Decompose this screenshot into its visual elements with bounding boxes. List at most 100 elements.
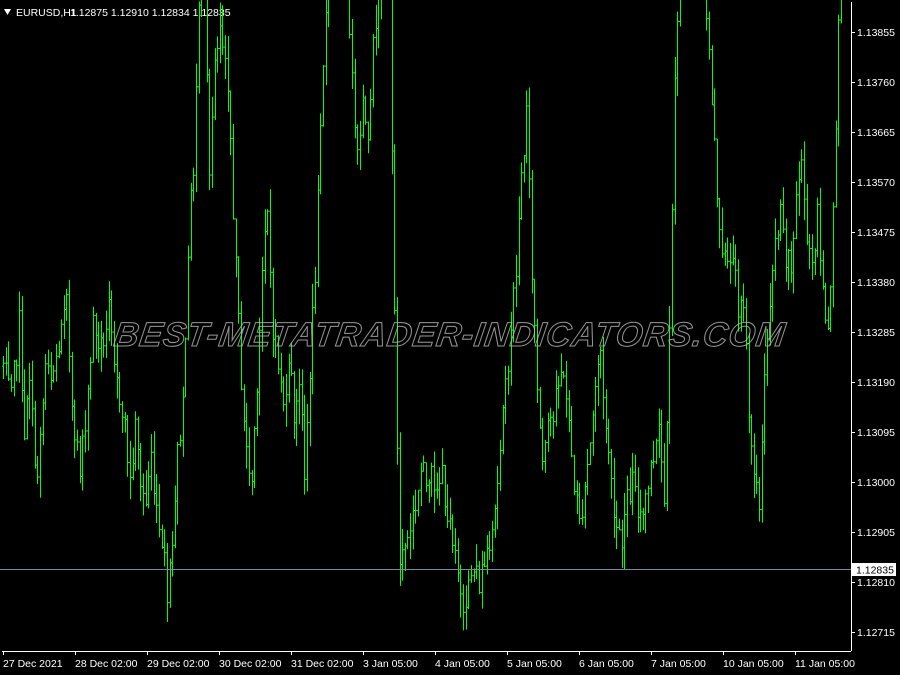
ohlc-bar bbox=[245, 402, 248, 469]
ohlc-bar bbox=[110, 290, 113, 346]
ohlc-bar bbox=[475, 544, 478, 580]
ohlc-bar bbox=[792, 231, 795, 294]
price-axis[interactable]: 1.13855 1.13760 1.13665 1.13570 1.13475 1.133… bbox=[851, 27, 895, 639]
ohlc-bar bbox=[224, 35, 227, 80]
y-tick-label: 1.12905 bbox=[857, 527, 895, 539]
ohlc-bar bbox=[734, 244, 737, 287]
ohlc-bar bbox=[81, 429, 84, 491]
ohlc-bar bbox=[454, 528, 457, 564]
ohlc-bar bbox=[258, 317, 261, 416]
chart-frame bbox=[2, 2, 852, 652]
ohlc-bar bbox=[504, 365, 507, 424]
ohlc-bar bbox=[139, 443, 142, 502]
ohlc-bar bbox=[155, 473, 158, 524]
ohlc-bar bbox=[216, 36, 219, 73]
ohlc-bar bbox=[393, 144, 396, 315]
ohlc-bar bbox=[414, 489, 417, 524]
y-tick-label: 1.13285 bbox=[857, 327, 895, 339]
ohlc-bar bbox=[166, 543, 169, 622]
ohlc-bar bbox=[840, 0, 842, 24]
y-tick-label: 1.13095 bbox=[857, 427, 895, 439]
ohlc-bar bbox=[512, 282, 515, 343]
time-axis[interactable]: 27 Dec 2021 28 Dec 02:00 29 Dec 02:00 30 De… bbox=[3, 651, 855, 670]
ohlc-bar bbox=[285, 373, 288, 427]
ohlc-bar bbox=[92, 306, 95, 363]
ohlc-bar bbox=[102, 332, 105, 358]
ohlc-bar bbox=[142, 473, 145, 516]
ohlc-bar bbox=[118, 371, 121, 413]
current-price-tag-bg bbox=[852, 563, 896, 576]
ohlc-bar bbox=[229, 90, 232, 156]
ohlc-bar bbox=[261, 256, 264, 352]
ohlc-bar bbox=[327, 0, 329, 28]
ohlc-bar bbox=[319, 113, 322, 195]
ohlc-bars bbox=[2, 0, 842, 631]
y-tick-label: 1.13190 bbox=[857, 377, 895, 389]
y-tick-label: 1.13380 bbox=[857, 277, 895, 289]
ohlc-bar bbox=[589, 442, 592, 466]
ohlc-bar bbox=[158, 483, 161, 538]
ohlc-bar bbox=[171, 531, 174, 577]
ohlc-bar bbox=[745, 298, 748, 350]
ohlc-bar bbox=[396, 297, 399, 465]
ohlc-bar bbox=[446, 484, 449, 528]
ohlc-bar bbox=[126, 415, 129, 477]
x-tick-label: 6 Jan 05:00 bbox=[579, 658, 634, 670]
ohlc-bar bbox=[73, 399, 76, 459]
ohlc-bar bbox=[570, 405, 573, 458]
ohlc-bar bbox=[541, 417, 544, 471]
ohlc-bar bbox=[18, 291, 21, 383]
ohlc-bar bbox=[800, 149, 803, 184]
x-tick-label: 10 Jan 05:00 bbox=[723, 658, 784, 670]
ohlc-bar bbox=[631, 452, 634, 516]
ohlc-bar bbox=[536, 318, 539, 403]
ohlc-bar bbox=[750, 414, 753, 465]
y-tick-label: 1.13855 bbox=[857, 27, 895, 39]
ohlc-bar bbox=[581, 499, 584, 525]
ohlc-bar bbox=[163, 529, 166, 567]
ohlc-bar bbox=[7, 341, 10, 381]
ohlc-bar bbox=[816, 197, 819, 258]
ohlc-bar bbox=[782, 187, 785, 234]
ohlc-bar bbox=[726, 237, 729, 269]
ohlc-bar bbox=[515, 254, 518, 308]
ohlc-bar bbox=[282, 376, 285, 412]
ohlc-bar bbox=[433, 451, 436, 514]
ohlc-bar bbox=[811, 234, 814, 280]
ohlc-bar bbox=[544, 440, 547, 473]
ohlc-bar bbox=[679, 0, 681, 27]
ohlc-bar bbox=[586, 448, 589, 496]
ohlc-bar bbox=[755, 454, 758, 494]
ohlc-bar bbox=[565, 360, 568, 418]
ohlc-bar bbox=[349, 0, 351, 39]
ohlc-bar bbox=[470, 565, 473, 583]
ohlc-bar bbox=[208, 68, 211, 191]
ohlc-bar bbox=[623, 493, 626, 570]
ohlc-bar bbox=[737, 259, 740, 332]
ohlc-bar bbox=[721, 207, 724, 258]
ohlc-bar bbox=[351, 18, 354, 90]
ohlc-bar bbox=[467, 570, 470, 610]
ohlc-bar bbox=[499, 439, 502, 491]
ohlc-bar bbox=[15, 359, 18, 382]
ohlc-bar bbox=[84, 410, 87, 453]
ohlc-bar bbox=[706, 0, 708, 31]
ohlc-bar bbox=[425, 462, 428, 493]
ohlc-bar bbox=[409, 513, 412, 560]
ohlc-bar bbox=[438, 467, 441, 506]
ohlc-bar bbox=[742, 283, 745, 322]
ohlc-bar bbox=[200, 0, 202, 18]
ohlc-bar bbox=[520, 162, 523, 220]
ohlc-bar bbox=[176, 441, 179, 525]
triangle-down-icon[interactable] bbox=[4, 9, 11, 15]
ohlc-bar bbox=[356, 124, 359, 165]
ohlc-bar bbox=[602, 336, 605, 420]
ohlc-bar bbox=[134, 411, 137, 472]
x-tick-label: 7 Jan 05:00 bbox=[651, 658, 706, 670]
ohlc-bar bbox=[377, 0, 379, 49]
ohlc-bar bbox=[105, 310, 108, 358]
ohlc-bar bbox=[824, 282, 827, 324]
ohlc-bar bbox=[68, 279, 71, 373]
ohlc-bar bbox=[803, 141, 806, 221]
